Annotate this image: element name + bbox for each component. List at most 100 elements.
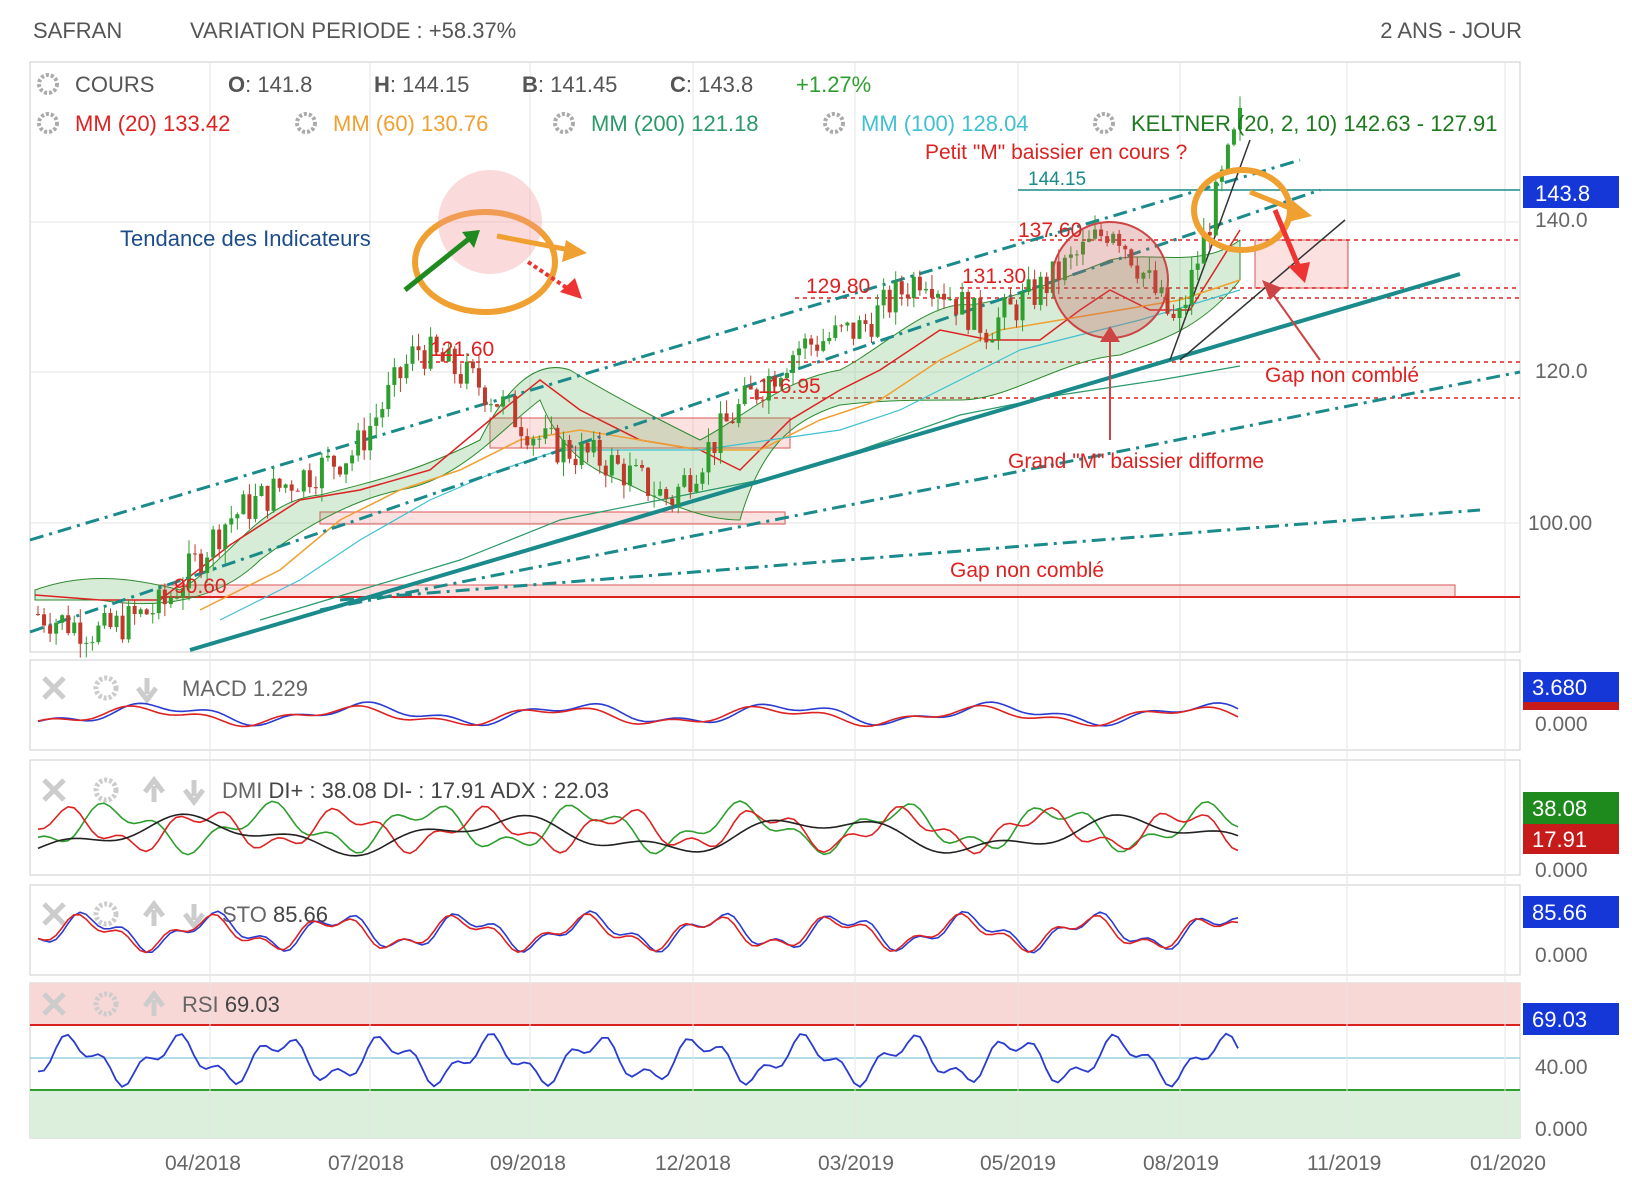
candle <box>120 615 125 640</box>
candle <box>301 470 306 492</box>
dmi-lines <box>37 800 1239 857</box>
candle <box>398 367 403 379</box>
macd-down-icon[interactable] <box>136 678 158 705</box>
candle <box>102 613 107 626</box>
candle <box>331 455 336 467</box>
candle <box>549 427 554 429</box>
candle <box>929 288 934 298</box>
candle <box>1105 236 1110 243</box>
candle <box>476 368 481 388</box>
mm60-gear-icon[interactable] <box>295 112 317 134</box>
candle <box>863 320 868 324</box>
candle <box>162 589 167 605</box>
candle <box>470 361 475 369</box>
keltner-gear-icon[interactable] <box>1093 112 1115 134</box>
candle <box>217 529 222 550</box>
sto-up-icon[interactable] <box>143 899 165 926</box>
candle <box>42 614 47 626</box>
candle <box>495 404 500 407</box>
keltner-legend: KELTNER (20, 2, 10) 142.63 - 127.91 <box>1131 111 1498 136</box>
candle <box>627 465 632 486</box>
mm200-gear-icon[interactable] <box>553 112 575 134</box>
candle <box>1080 241 1085 255</box>
candle <box>676 486 681 505</box>
tendance-dot <box>438 170 542 274</box>
candle <box>585 442 590 453</box>
candle <box>1086 238 1091 242</box>
sto-lines <box>37 910 1239 954</box>
mm20-gear-icon[interactable] <box>37 112 59 134</box>
candle <box>513 395 518 428</box>
candle <box>1008 298 1013 305</box>
period-selector[interactable]: 2 ANS - JOUR <box>1380 18 1522 43</box>
level-129: 129.80 <box>806 275 870 298</box>
macd-lines <box>37 701 1239 728</box>
macd-gear-icon[interactable] <box>93 675 119 701</box>
candle <box>507 395 512 397</box>
candle <box>833 325 838 338</box>
down-arrow <box>560 278 582 299</box>
candle <box>621 463 626 486</box>
candle <box>126 606 131 640</box>
rsi-line <box>37 1032 1239 1088</box>
sto-down-icon[interactable] <box>183 904 205 931</box>
candle <box>1213 181 1218 236</box>
candle <box>519 427 524 437</box>
candle <box>452 348 457 375</box>
candle <box>1231 129 1236 145</box>
candle <box>778 378 783 387</box>
candle <box>845 322 850 326</box>
up-arrow <box>403 236 472 292</box>
sto-gear-icon[interactable] <box>93 901 119 927</box>
candle <box>325 455 330 458</box>
candle <box>392 367 397 385</box>
candle <box>827 337 832 342</box>
candle <box>791 355 796 373</box>
cours-label: COURS <box>75 72 154 97</box>
tendance-circle <box>412 209 558 315</box>
level-90: 90.60 <box>174 575 227 598</box>
xtick-0: 04/2018 <box>165 1152 241 1175</box>
candle <box>772 376 777 387</box>
candle <box>422 350 427 369</box>
candle <box>797 348 802 356</box>
candle <box>138 609 143 614</box>
candle <box>935 293 940 298</box>
current-price-badge <box>1523 176 1619 208</box>
candle <box>803 338 808 349</box>
xtick-8: 01/2020 <box>1470 1152 1546 1175</box>
dmi-up-icon[interactable] <box>143 775 165 802</box>
rsi-up-icon[interactable] <box>143 989 165 1016</box>
close-label: C: 143.8 <box>670 72 753 97</box>
candle <box>150 613 155 615</box>
candle <box>857 320 862 339</box>
sto-d-line <box>37 912 1239 954</box>
candle <box>168 597 173 605</box>
level-131: 131.30 <box>962 265 1026 288</box>
dmi-gear-icon[interactable] <box>93 777 119 803</box>
candle <box>887 289 892 313</box>
candle <box>501 396 506 407</box>
sto-close-icon[interactable] <box>42 902 66 926</box>
candle <box>615 455 620 464</box>
dmi-zero: 0.000 <box>1535 859 1588 882</box>
candle <box>754 389 759 400</box>
candle <box>1238 107 1242 130</box>
mm100-gear-icon[interactable] <box>823 112 845 134</box>
candle <box>899 281 904 295</box>
macd-close-icon[interactable] <box>42 676 66 700</box>
candle <box>531 438 536 446</box>
candle <box>229 518 234 525</box>
gear-icon[interactable] <box>37 73 59 95</box>
macd-zero: 0.000 <box>1535 713 1588 736</box>
rsi-close-icon[interactable] <box>42 992 66 1016</box>
candle <box>48 625 53 634</box>
candle <box>1225 144 1230 170</box>
candle <box>972 297 977 330</box>
dmi-close-icon[interactable] <box>42 778 66 802</box>
candle <box>174 597 179 599</box>
dmi-down-icon[interactable] <box>183 780 205 807</box>
candle <box>821 341 826 351</box>
rsi-gear-icon[interactable] <box>93 991 119 1017</box>
